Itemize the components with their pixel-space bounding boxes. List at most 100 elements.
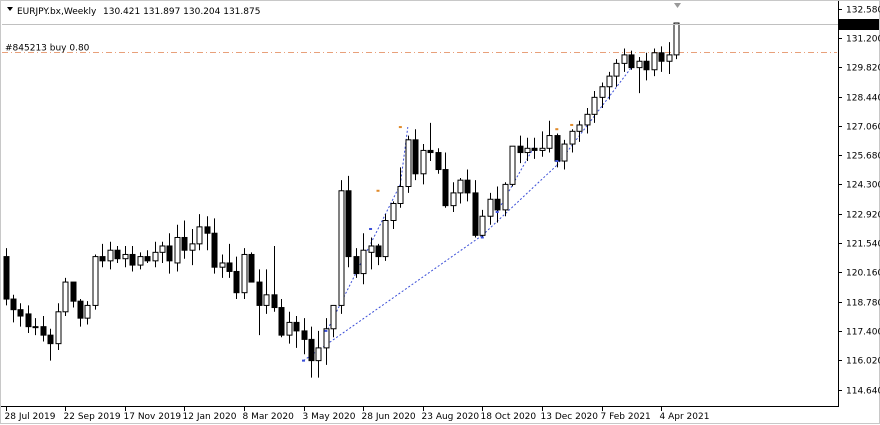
candle-body <box>114 249 121 260</box>
candle-body <box>666 54 673 62</box>
collapse-triangle-icon[interactable] <box>7 7 13 11</box>
candle-body <box>241 253 248 294</box>
candle-body <box>308 338 315 362</box>
time-tick-label: 8 Mar 2020 <box>243 412 295 422</box>
candle <box>338 180 345 314</box>
candle <box>256 269 263 336</box>
candle-body <box>569 130 576 145</box>
candle <box>405 135 412 193</box>
current-price-tag: 131.875 <box>839 19 879 31</box>
candle <box>420 144 427 185</box>
candle-body <box>174 236 181 264</box>
candle <box>666 42 673 74</box>
candle <box>137 252 144 270</box>
candle-body <box>286 321 293 336</box>
candle-body <box>494 198 501 211</box>
candle-body <box>591 96 598 115</box>
candle-body <box>278 307 285 336</box>
candle <box>47 328 54 361</box>
candle <box>226 243 233 278</box>
candle <box>360 233 367 285</box>
candle <box>70 281 77 308</box>
candle <box>606 71 613 100</box>
candle <box>278 299 285 338</box>
price-axis[interactable]: 114.640 116.020 117.400 118.780 120.160 121.5… <box>838 6 880 397</box>
candle <box>442 152 449 208</box>
candle-body <box>397 186 404 205</box>
candle <box>301 318 308 355</box>
candle-body <box>181 236 188 251</box>
candle-body <box>159 245 166 253</box>
time-tick-label: 23 Aug 2020 <box>422 412 480 422</box>
candle-body <box>293 321 300 332</box>
candle-body <box>524 147 531 154</box>
candle-body <box>47 334 54 345</box>
price-tick-label: 124.300 <box>846 181 880 191</box>
current-price-label: 131.875 <box>842 21 879 31</box>
candle-body <box>450 192 457 207</box>
candle-body <box>487 198 494 217</box>
candle-body <box>360 249 367 275</box>
candle-body <box>584 113 591 126</box>
candle <box>412 129 419 181</box>
candle-body <box>464 179 471 194</box>
candle-body <box>84 304 91 319</box>
candle-body <box>25 313 32 328</box>
candle-body <box>412 139 419 175</box>
candle <box>390 201 397 229</box>
candle <box>241 248 248 300</box>
time-tick-label: 22 Sep 2019 <box>64 412 121 422</box>
time-tick-label: 18 Oct 2020 <box>481 412 537 422</box>
candle <box>3 248 10 306</box>
candle-body <box>539 147 546 151</box>
candle-body <box>301 330 308 340</box>
time-tick-label: 28 Jul 2019 <box>5 412 56 422</box>
candle <box>397 167 404 208</box>
price-tick-label: 131.200 <box>846 35 880 45</box>
candle <box>181 220 188 259</box>
price-tick-label: 116.020 <box>846 357 880 367</box>
candle-body <box>643 60 650 71</box>
candle <box>561 139 568 170</box>
buy-marker <box>302 359 305 362</box>
candle <box>10 294 17 323</box>
candle-body <box>636 60 643 69</box>
candle-body <box>3 256 10 300</box>
candle-body <box>196 226 203 245</box>
price-tick-label: 129.820 <box>846 64 880 74</box>
candle <box>375 243 382 266</box>
candle-body <box>32 326 39 329</box>
price-tick-label: 125.680 <box>846 152 880 162</box>
price-tick-label: 117.400 <box>846 328 880 338</box>
trade-markers <box>302 123 574 362</box>
candle <box>345 175 352 268</box>
chart-header: EURJPY.bx,Weekly 130.421 131.897 130.204… <box>7 7 260 17</box>
candle-body <box>435 152 442 171</box>
chart-shift-marker-icon[interactable] <box>674 3 681 8</box>
price-tick-label: 120.160 <box>846 269 880 279</box>
time-axis[interactable]: 28 Jul 2019 22 Sep 2019 17 Nov 2019 12 Jan … <box>5 406 710 422</box>
time-tick-label: 13 Dec 2020 <box>541 412 599 422</box>
candle-body <box>628 54 635 69</box>
candle-body <box>204 226 211 234</box>
time-tick-label: 12 Jan 2020 <box>183 412 237 422</box>
candle <box>32 318 39 336</box>
candle <box>613 59 620 87</box>
time-tick-label: 28 Jun 2020 <box>362 412 416 422</box>
price-tick-label: 114.640 <box>846 387 880 397</box>
candle-body <box>606 75 613 88</box>
candle <box>502 182 509 217</box>
candle-body <box>144 256 151 262</box>
candle-body <box>219 262 226 268</box>
ohlc-values: 130.421 131.897 130.204 131.875 <box>103 7 260 17</box>
candle-body <box>233 270 240 294</box>
candle <box>457 178 464 204</box>
candle <box>658 46 665 72</box>
candle <box>122 245 129 268</box>
candle <box>643 52 650 81</box>
candle <box>40 316 47 342</box>
price-tick-label: 118.780 <box>846 299 880 309</box>
candle <box>55 303 62 351</box>
